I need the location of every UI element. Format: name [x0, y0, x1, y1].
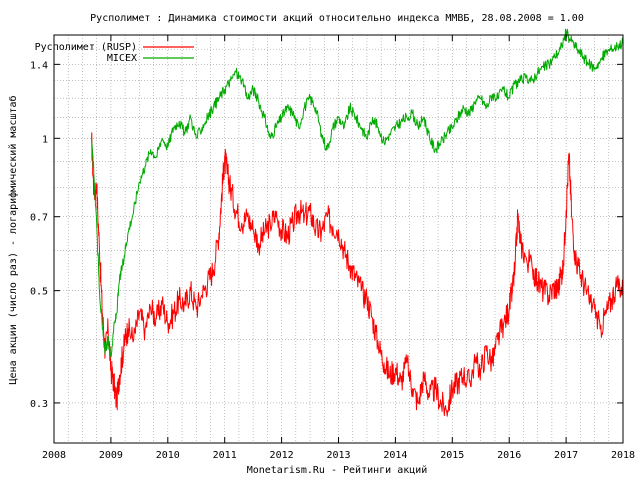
x-tick-label: 2016	[497, 450, 521, 461]
series-line-micex	[91, 28, 624, 358]
series-lines	[91, 28, 624, 417]
y-tick-label: 0.3	[30, 399, 48, 410]
legend-label: MICEX	[107, 53, 137, 64]
y-tick-label: 1.4	[30, 60, 48, 71]
grid	[54, 35, 623, 443]
x-tick-label: 2010	[156, 450, 180, 461]
x-tick-label: 2017	[554, 450, 578, 461]
x-tick-label: 2011	[213, 450, 237, 461]
y-tick-label: 0.5	[30, 287, 48, 298]
series-line-rusp	[91, 132, 624, 417]
axis-ticks: 2008 2009 2010 2011 2012 2013 2014 2015 2016 2017…	[30, 35, 635, 461]
x-tick-label: 2009	[99, 450, 123, 461]
x-tick-label: 2014	[383, 450, 407, 461]
y-tick-label: 0.7	[30, 213, 48, 224]
x-tick-label: 2013	[326, 450, 350, 461]
legend-label: Русполимет (RUSP)	[35, 42, 137, 53]
y-axis-label: Цена акции (число раз) - логарифмический…	[7, 96, 19, 385]
x-tick-label: 2018	[611, 450, 635, 461]
x-tick-label: 2012	[270, 450, 294, 461]
chart-title: Русполимет : Динамика стоимости акций от…	[90, 12, 584, 24]
legend: Русполимет (RUSP)MICEX	[35, 42, 194, 64]
x-tick-label: 2008	[42, 450, 66, 461]
x-axis-label: Monetarism.Ru - Рейтинги акций	[247, 464, 428, 476]
y-tick-label: 1	[42, 134, 48, 145]
x-tick-label: 2015	[440, 450, 464, 461]
